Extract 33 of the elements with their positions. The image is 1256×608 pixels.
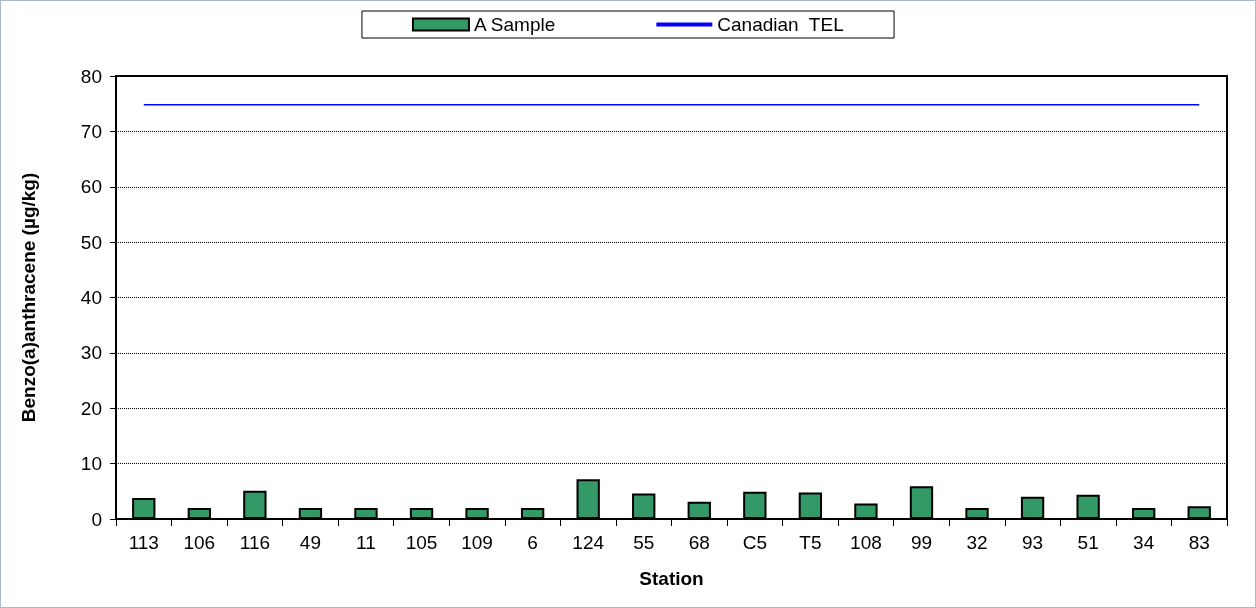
x-tick-label: 11 [356, 532, 376, 553]
x-tick-label: 83 [1188, 532, 1210, 553]
y-tick-label: 50 [80, 231, 102, 253]
x-tick-label: 32 [966, 532, 988, 553]
x-tick-label: 109 [461, 532, 493, 553]
x-tick-label: 99 [910, 532, 933, 553]
y-tick-label: 20 [80, 397, 102, 419]
x-tick-label: 93 [1022, 532, 1044, 553]
x-tick-label: 108 [850, 532, 882, 553]
x-tick-label: 116 [239, 532, 271, 553]
x-tick-label: 49 [299, 532, 321, 553]
x-tick-label: 105 [405, 532, 438, 553]
y-axis-title: Benzo(a)anthracene (µg/kg) [18, 172, 39, 423]
x-tick-label: 34 [1133, 532, 1155, 553]
x-tick-label: 113 [128, 532, 159, 553]
legend-label: Canadian TEL [717, 14, 844, 35]
y-tick-label: 10 [80, 453, 102, 475]
x-tick-label: 55 [633, 532, 655, 553]
x-tick-label: C5 [742, 532, 767, 553]
x-tick-label: 68 [688, 532, 710, 553]
x-tick-label: T5 [799, 532, 822, 553]
y-tick-label: 70 [80, 120, 102, 142]
x-tick-label: 6 [527, 532, 538, 553]
y-tick-label: 40 [80, 287, 102, 308]
y-tick-label: 80 [80, 65, 102, 87]
x-axis-title: Station [639, 568, 704, 589]
legend-label: A Sample [473, 14, 556, 35]
x-tick-label: 106 [183, 532, 216, 553]
x-tick-label: 124 [572, 532, 605, 553]
x-tick-label: 51 [1077, 532, 1099, 553]
y-tick-label: 30 [80, 342, 102, 364]
y-tick-label: 60 [80, 176, 102, 198]
y-tick-label: 0 [91, 508, 102, 530]
